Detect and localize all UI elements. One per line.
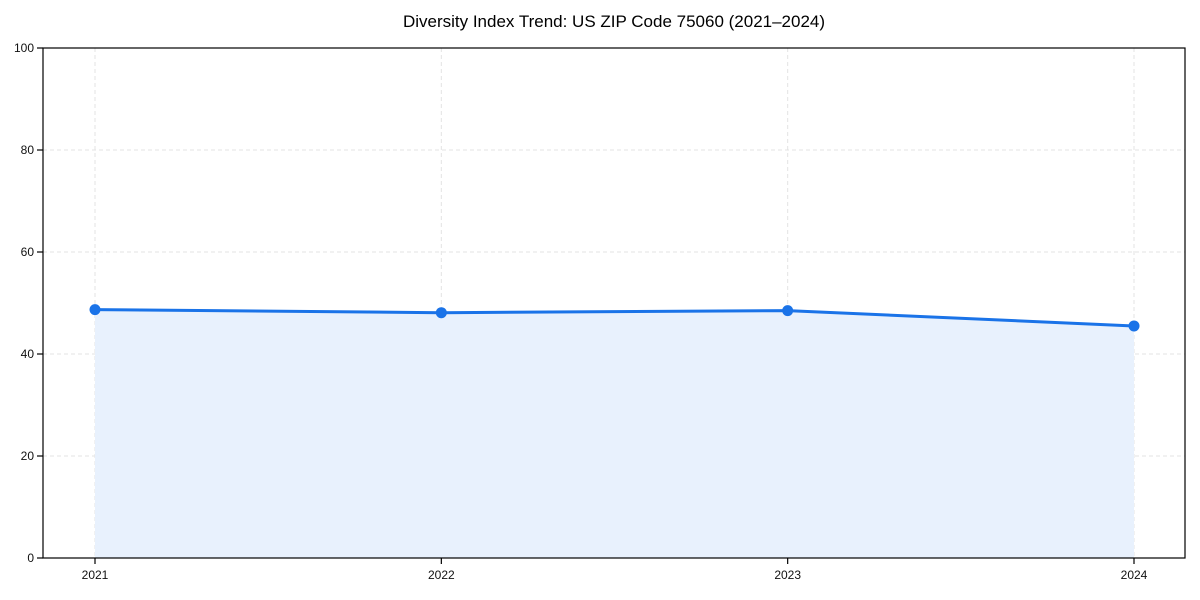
- y-tick-label: 0: [27, 551, 34, 565]
- x-tick-label: 2022: [428, 568, 455, 582]
- x-tick-label: 2023: [774, 568, 801, 582]
- data-point-marker: [1128, 320, 1140, 332]
- x-tick-label: 2021: [82, 568, 109, 582]
- x-tick-label: 2024: [1121, 568, 1148, 582]
- y-tick-label: 40: [21, 347, 35, 361]
- y-tick-label: 60: [21, 245, 35, 259]
- data-point-marker: [89, 304, 101, 316]
- data-point-marker: [435, 307, 447, 319]
- y-tick-label: 80: [21, 143, 35, 157]
- plot-border: [42, 47, 1186, 559]
- trend-line: [93, 308, 1136, 328]
- y-tick-label: 20: [21, 449, 35, 463]
- chart-title: Diversity Index Trend: US ZIP Code 75060…: [402, 12, 826, 31]
- y-tick-label: 100: [14, 41, 34, 55]
- area-fill: [95, 309, 1134, 558]
- data-point-marker: [782, 305, 794, 317]
